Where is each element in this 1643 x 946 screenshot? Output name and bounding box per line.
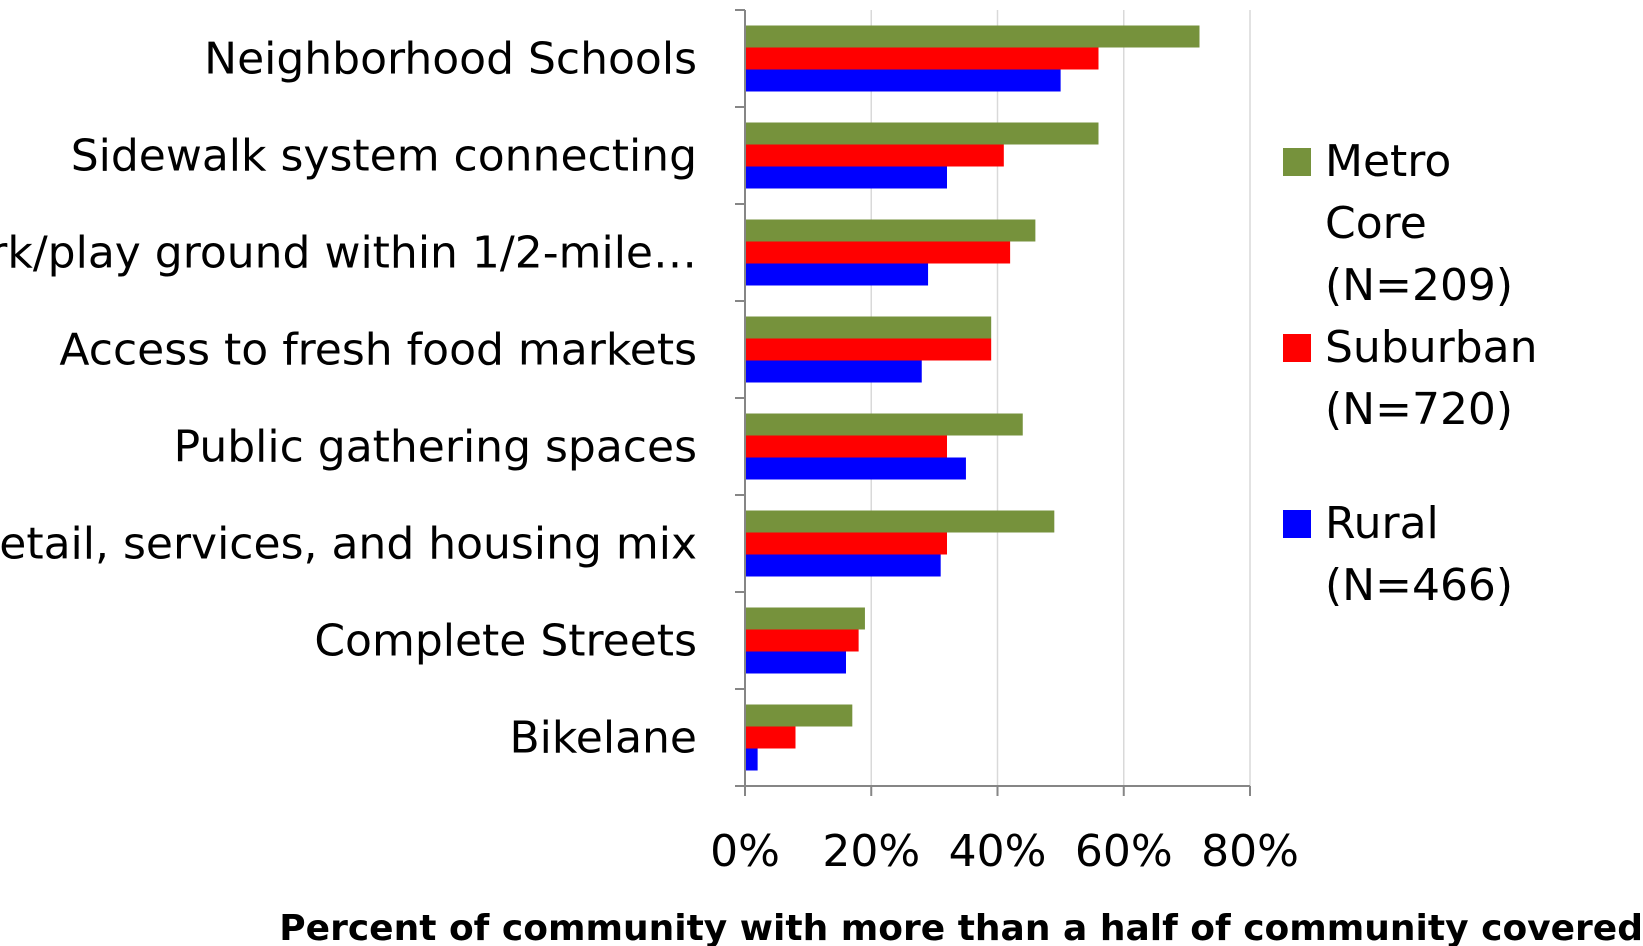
x-axis-title: Percent of community with more than a ha…	[279, 908, 1643, 946]
legend-label: Core	[1325, 198, 1427, 249]
category-label: Neighborhood Schools	[204, 34, 697, 85]
bar	[745, 25, 1200, 48]
category-label: Access to fresh food markets	[59, 325, 697, 376]
x-tick-label: 20%	[822, 826, 920, 877]
x-tick-label: 40%	[949, 826, 1047, 877]
legend-label: (N=209)	[1325, 260, 1513, 311]
bar	[745, 726, 796, 749]
bar	[745, 360, 922, 383]
legend-swatch	[1283, 148, 1311, 176]
legend-label: Metro	[1325, 136, 1451, 187]
bar	[745, 629, 859, 652]
bar	[745, 69, 1061, 92]
category-label: Bikelane	[509, 713, 697, 764]
category-labels: Neighborhood Schools Sidewalk system conn…	[0, 34, 697, 764]
category-label: Park/play ground within 1/2-mile…	[0, 228, 697, 279]
x-tick-labels: 0% 20% 40% 60% 80%	[710, 826, 1299, 877]
bar	[745, 338, 992, 361]
category-label: Retail, services, and housing mix	[0, 519, 697, 570]
legend-swatch	[1283, 510, 1311, 538]
legend-swatch	[1283, 334, 1311, 362]
legend: Metro Core (N=209) Suburban (N=720) Rural (N=4…	[1283, 136, 1538, 611]
legend-label: (N=466)	[1325, 560, 1513, 611]
bar	[745, 47, 1099, 70]
x-tick-label: 0%	[710, 826, 780, 877]
bar	[745, 607, 865, 630]
bar	[745, 554, 941, 577]
x-tick-label: 60%	[1075, 826, 1173, 877]
bar	[745, 413, 1023, 436]
bar	[745, 704, 853, 727]
bar	[745, 241, 1011, 264]
bar	[745, 651, 846, 674]
bar	[745, 435, 947, 458]
bar	[745, 144, 1004, 167]
bar	[745, 510, 1055, 533]
bar	[745, 166, 947, 189]
category-label: Sidewalk system connecting	[71, 131, 697, 182]
legend-label: Rural	[1325, 498, 1439, 549]
bar	[745, 532, 947, 555]
x-tick-label: 80%	[1201, 826, 1299, 877]
category-label: Public gathering spaces	[174, 422, 697, 473]
bar	[745, 122, 1099, 145]
bar	[745, 219, 1036, 242]
bar	[745, 316, 992, 339]
bars	[745, 25, 1200, 771]
category-label: Complete Streets	[314, 616, 697, 667]
legend-label: (N=720)	[1325, 384, 1513, 435]
bar	[745, 263, 929, 286]
bar	[745, 457, 966, 480]
bar	[745, 748, 758, 771]
legend-label: Suburban	[1325, 322, 1538, 373]
axes	[735, 9, 1251, 796]
